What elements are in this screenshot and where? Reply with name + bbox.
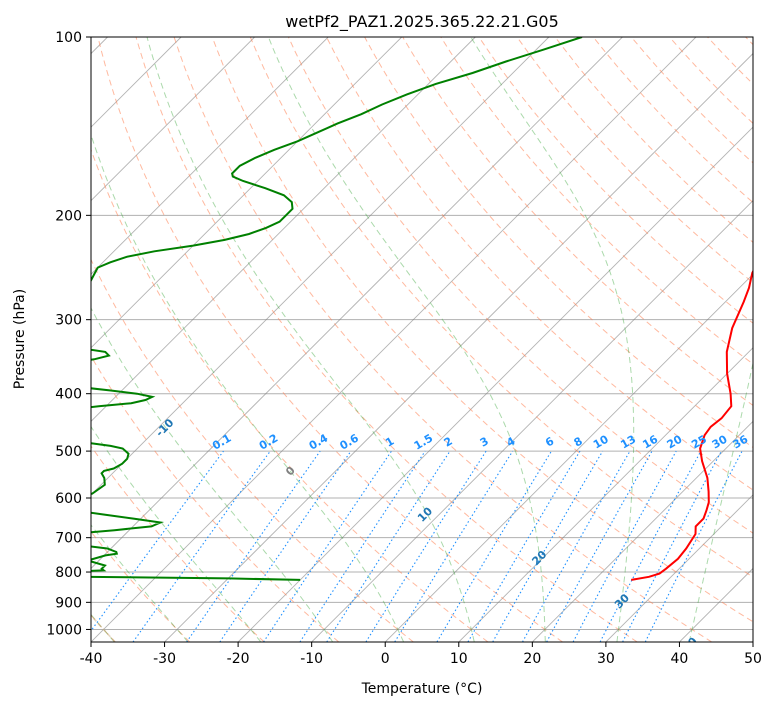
y-tick-label: 300 bbox=[55, 313, 82, 329]
x-tick-label: 20 bbox=[523, 651, 541, 667]
dry-adiabat-line bbox=[60, 37, 488, 642]
x-tick-label: 10 bbox=[450, 651, 468, 667]
dry-adiabat-line bbox=[0, 37, 339, 642]
x-tick-label: 30 bbox=[597, 651, 615, 667]
moist-adiabat-label: 30 bbox=[612, 591, 632, 611]
x-tick-label: -30 bbox=[153, 651, 176, 667]
y-tick-label: 400 bbox=[55, 387, 82, 403]
mixing-ratio-label: 6 bbox=[543, 434, 556, 449]
dry-adiabat-line bbox=[746, 37, 775, 642]
dry-adiabat-line bbox=[22, 37, 414, 642]
moist-adiabat-label: 20 bbox=[529, 548, 549, 568]
isotherm-line bbox=[385, 37, 775, 642]
dry-adiabat-line bbox=[0, 37, 264, 642]
mixing-ratio-label: 3 bbox=[478, 435, 491, 450]
dry-adiabat-line bbox=[517, 37, 775, 642]
y-tick-label: 200 bbox=[55, 208, 82, 224]
dry-adiabat-line bbox=[441, 37, 775, 642]
mixing-ratio-line bbox=[264, 451, 392, 642]
moist-adiabat-line bbox=[7, 37, 333, 642]
mixing-ratio-line bbox=[645, 451, 742, 642]
mixing-ratio-label: 1 bbox=[383, 435, 396, 450]
x-tick-label: 0 bbox=[381, 651, 390, 667]
mixing-ratio-label: 25 bbox=[689, 433, 709, 452]
mixing-ratio-label: 30 bbox=[710, 432, 730, 451]
mixing-ratio-line bbox=[300, 451, 425, 642]
moist-adiabat-line bbox=[0, 37, 188, 642]
moist-adiabat-label: 0 bbox=[283, 464, 298, 479]
dry-adiabat-line bbox=[555, 37, 775, 642]
mixing-ratio-line bbox=[437, 451, 552, 642]
mixing-ratio-line bbox=[366, 451, 486, 642]
moist-adiabat-line bbox=[268, 37, 545, 642]
mixing-ratio-label: 8 bbox=[572, 435, 585, 450]
isotherm-line bbox=[0, 37, 402, 642]
isotherm-line bbox=[0, 37, 255, 642]
dry-adiabat-line bbox=[708, 37, 775, 642]
y-axis-label: Pressure (hPa) bbox=[12, 289, 28, 389]
x-tick-label: -40 bbox=[80, 651, 103, 667]
mixing-ratio-label: 36 bbox=[730, 432, 750, 451]
mixing-ratio-line bbox=[220, 451, 351, 642]
x-tick-label: -20 bbox=[227, 651, 250, 667]
x-tick-label: 40 bbox=[671, 651, 689, 667]
isotherm-line bbox=[679, 37, 775, 642]
mixing-ratio-label: 0.2 bbox=[257, 432, 280, 453]
isotherm-line bbox=[532, 37, 775, 642]
chart-title: wetPf2_PAZ1.2025.365.22.21.G05 bbox=[285, 12, 559, 32]
mixing-ratio-label: 1.5 bbox=[412, 432, 435, 453]
mixing-ratio-label: 10 bbox=[591, 432, 611, 451]
y-tick-label: 1000 bbox=[46, 622, 82, 638]
y-tick-label: 500 bbox=[55, 444, 82, 460]
mixing-ratio-line bbox=[573, 451, 676, 642]
mixing-ratio-label: 20 bbox=[665, 432, 685, 451]
y-tick-label: 700 bbox=[55, 531, 82, 547]
isotherm-line bbox=[165, 37, 770, 642]
isotherm-line bbox=[17, 37, 622, 642]
isotherm-line bbox=[91, 37, 696, 642]
mixing-ratio-line bbox=[468, 451, 580, 642]
moist-adiabat-line bbox=[0, 37, 261, 642]
dry-adiabat-line bbox=[0, 37, 190, 642]
y-tick-label: 800 bbox=[55, 565, 82, 581]
mixing-ratio-line bbox=[600, 451, 701, 642]
isotherm-line bbox=[753, 37, 775, 642]
x-axis-label: Temperature (°C) bbox=[361, 681, 483, 697]
isotherm-line bbox=[238, 37, 775, 642]
y-tick-label: 900 bbox=[55, 595, 82, 611]
isotherm-line bbox=[459, 37, 775, 642]
mixing-ratio-label: 0.4 bbox=[307, 431, 331, 452]
moist-adiabat-line bbox=[471, 37, 634, 642]
moist-adiabat-line bbox=[689, 37, 775, 642]
plot-frame bbox=[91, 37, 753, 642]
y-tick-label: 100 bbox=[55, 30, 82, 46]
x-tick-label: 50 bbox=[744, 651, 762, 667]
x-tick-label: -10 bbox=[300, 651, 323, 667]
dry-adiabat-line bbox=[136, 37, 637, 642]
moist-adiabat-label: -10 bbox=[153, 416, 176, 439]
mixing-ratio-label: 13 bbox=[618, 433, 638, 452]
y-tick-label: 600 bbox=[55, 491, 82, 507]
mixing-ratio-label: 0.1 bbox=[210, 432, 233, 453]
mixing-ratio-line bbox=[327, 451, 450, 642]
mixing-ratio-label: 16 bbox=[640, 432, 660, 451]
mixing-ratio-line bbox=[547, 451, 652, 642]
